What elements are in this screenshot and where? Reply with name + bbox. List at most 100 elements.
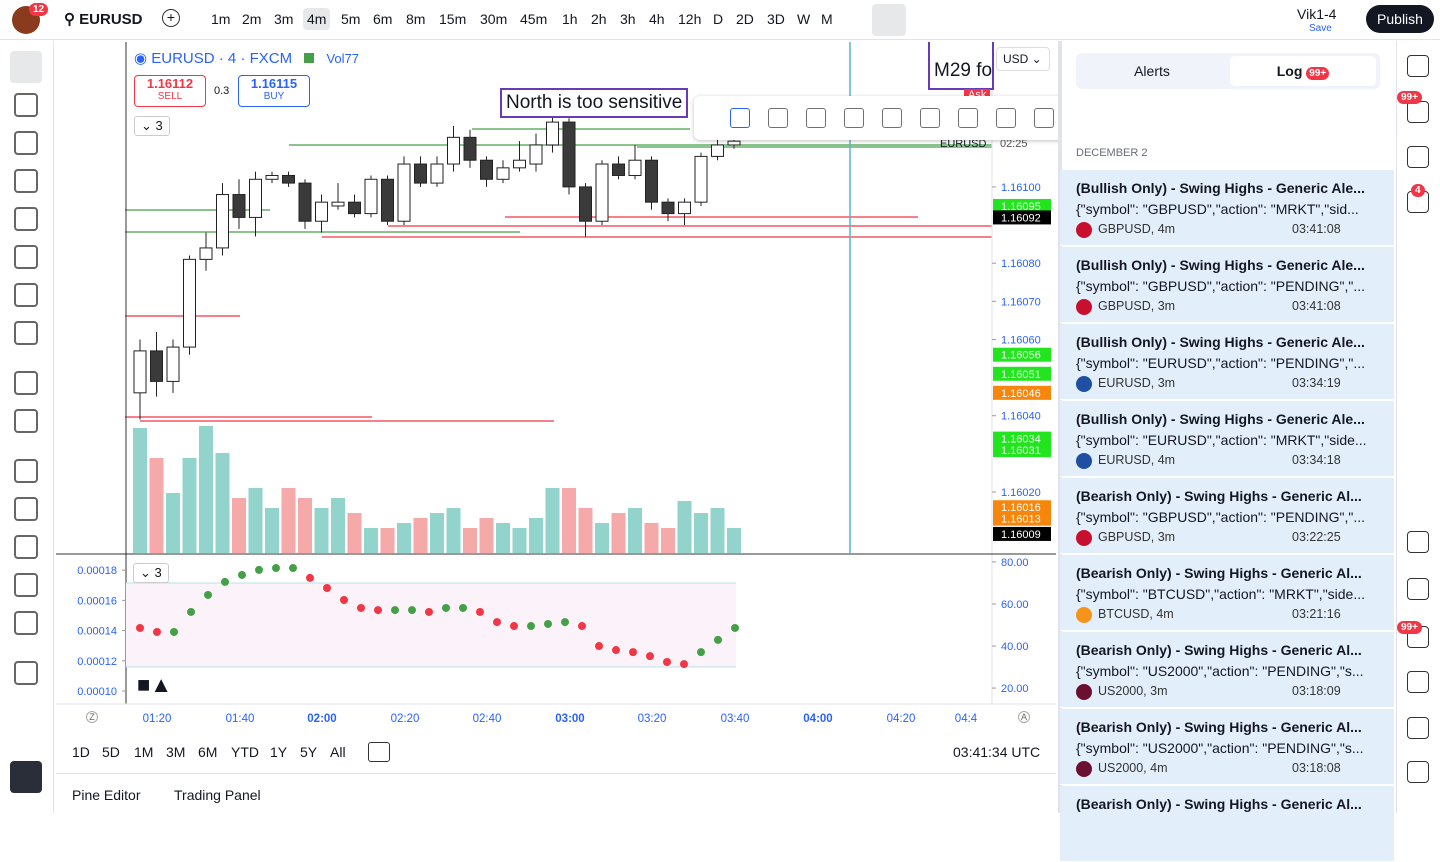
magnet-tool[interactable] xyxy=(14,459,38,483)
alert-item[interactable]: (Bearish Only) - Swing Highs - Generic A… xyxy=(1060,478,1394,554)
sidebar-icon[interactable] xyxy=(1407,578,1429,600)
draw-tool-icon[interactable] xyxy=(844,108,864,128)
interval[interactable]: 2h xyxy=(591,11,607,27)
publish-button[interactable]: Publish xyxy=(1366,5,1434,33)
volume-bar xyxy=(133,428,147,553)
draw-tool-icon[interactable] xyxy=(920,108,940,128)
interval[interactable]: 12h xyxy=(678,11,702,27)
range-button[interactable]: YTD xyxy=(231,744,259,760)
sidebar-icon[interactable] xyxy=(1407,531,1429,553)
range-button[interactable]: 1Y xyxy=(270,744,288,760)
symbol-search[interactable]: ⚲ EURUSD xyxy=(64,11,143,28)
draw-tool-icon[interactable] xyxy=(882,108,902,128)
interval[interactable]: D xyxy=(713,11,724,27)
interval[interactable]: 45m xyxy=(520,11,548,27)
interval[interactable]: 5m xyxy=(341,11,361,27)
interval[interactable]: 6m xyxy=(373,11,393,27)
log-tab[interactable]: Log 99+ xyxy=(1230,56,1376,86)
alert-item[interactable]: (Bullish Only) - Swing Highs - Generic A… xyxy=(1060,247,1394,323)
range-button[interactable]: All xyxy=(330,744,346,760)
oscillator-toggle[interactable]: ⌄ 3 xyxy=(133,563,169,583)
alerts-tab[interactable]: Alerts xyxy=(1134,63,1170,79)
candle-body xyxy=(381,178,394,222)
crosshair-tool[interactable] xyxy=(10,51,42,83)
draw-tool-icon[interactable] xyxy=(958,108,978,128)
range-button[interactable]: 5Y xyxy=(300,744,318,760)
sidebar-icon[interactable] xyxy=(1407,55,1429,77)
symbol-icon xyxy=(1076,761,1092,777)
draw-tool-icon[interactable] xyxy=(768,108,788,128)
draw-tool-icon[interactable] xyxy=(1034,108,1054,128)
auto-scale[interactable]: A xyxy=(1018,711,1030,723)
interval[interactable]: 1m xyxy=(211,11,231,27)
favorites-button[interactable] xyxy=(10,761,42,793)
interval[interactable]: 3m xyxy=(274,11,294,27)
pattern-tool[interactable] xyxy=(14,169,38,193)
sidebar-icon[interactable] xyxy=(1407,717,1429,739)
text-tool[interactable] xyxy=(14,283,38,307)
alert-item[interactable]: (Bullish Only) - Swing Highs - Generic A… xyxy=(1060,401,1394,477)
buy-button[interactable]: 1.16115 BUY xyxy=(238,75,310,107)
interval[interactable]: 4m xyxy=(303,8,331,30)
zoom-reset[interactable]: Z xyxy=(86,711,98,723)
date-range-button[interactable] xyxy=(368,742,390,762)
alert-item[interactable]: (Bearish Only) - Swing Highs - Generic A… xyxy=(1060,632,1394,708)
forecast-tool[interactable] xyxy=(14,207,38,231)
interval[interactable]: 30m xyxy=(480,11,508,27)
range-button[interactable]: 1D xyxy=(72,744,90,760)
trend-line-tool[interactable] xyxy=(14,93,38,117)
chart-type-button[interactable] xyxy=(872,4,906,36)
lock-tool[interactable] xyxy=(14,535,38,559)
interval[interactable]: 15m xyxy=(439,11,467,27)
sidebar-icon[interactable] xyxy=(1407,101,1429,123)
oscillator-dot xyxy=(374,606,382,615)
alert-title: (Bullish Only) - Swing Highs - Generic A… xyxy=(1076,411,1365,427)
compare-button[interactable]: + xyxy=(162,9,180,27)
link-tool[interactable] xyxy=(14,611,38,635)
draw-tool-icon[interactable] xyxy=(806,108,826,128)
alert-item[interactable]: (Bearish Only) - Swing Highs - Generic A… xyxy=(1060,555,1394,631)
sidebar-icon[interactable] xyxy=(1407,146,1429,168)
interval[interactable]: 3D xyxy=(767,11,785,27)
stay-drawing-tool[interactable] xyxy=(14,497,38,521)
icon-tool[interactable] xyxy=(14,321,38,345)
interval[interactable]: M xyxy=(821,11,833,27)
sidebar-icon[interactable] xyxy=(1407,671,1429,693)
hide-tool[interactable] xyxy=(14,573,38,597)
draw-tool-icon[interactable] xyxy=(730,108,750,128)
alert-item[interactable]: (Bullish Only) - Swing Highs - Generic A… xyxy=(1060,170,1394,246)
alert-item[interactable]: (Bearish Only) - Swing Highs - Generic A… xyxy=(1060,709,1394,785)
measure-tool[interactable] xyxy=(14,371,38,395)
range-button[interactable]: 5D xyxy=(102,744,120,760)
trading-panel-tab[interactable]: Trading Panel xyxy=(174,787,261,803)
layout-name[interactable]: Vik1-4 xyxy=(1297,6,1337,22)
fib-tool[interactable] xyxy=(14,131,38,155)
save-label[interactable]: Save xyxy=(1309,23,1332,34)
text-annotation-2[interactable]: M29 fo xyxy=(928,42,994,90)
brush-tool[interactable] xyxy=(14,245,38,269)
sell-button[interactable]: 1.16112 SELL xyxy=(134,75,206,107)
interval[interactable]: 2m xyxy=(242,11,262,27)
indicators-toggle[interactable]: ⌄ 3 xyxy=(134,116,170,136)
symbol-icon xyxy=(1076,376,1092,392)
interval[interactable]: 3h xyxy=(620,11,636,27)
interval[interactable]: 8m xyxy=(406,11,426,27)
range-button[interactable]: 3M xyxy=(166,744,186,760)
interval[interactable]: 2D xyxy=(736,11,754,27)
pine-editor-tab[interactable]: Pine Editor xyxy=(72,787,141,803)
interval[interactable]: 1h xyxy=(562,11,578,27)
alert-item[interactable]: (Bullish Only) - Swing Highs - Generic A… xyxy=(1060,324,1394,400)
text-annotation[interactable]: North is too sensitive xyxy=(500,88,689,118)
zoom-tool[interactable] xyxy=(14,409,38,433)
sidebar-icon[interactable] xyxy=(1407,761,1429,783)
alert-item[interactable]: (Bearish Only) - Swing Highs - Generic A… xyxy=(1060,786,1394,862)
range-button[interactable]: 6M xyxy=(198,744,218,760)
interval[interactable]: 4h xyxy=(649,11,665,27)
interval[interactable]: W xyxy=(797,11,811,27)
currency-select[interactable]: USD ⌄ xyxy=(996,47,1050,71)
range-button[interactable]: 1M xyxy=(134,744,154,760)
remove-tool[interactable] xyxy=(14,661,38,685)
symbol-icon xyxy=(1076,530,1092,546)
draw-tool-icon[interactable] xyxy=(996,108,1016,128)
y2-tick-label: 0.00016 xyxy=(77,595,117,607)
